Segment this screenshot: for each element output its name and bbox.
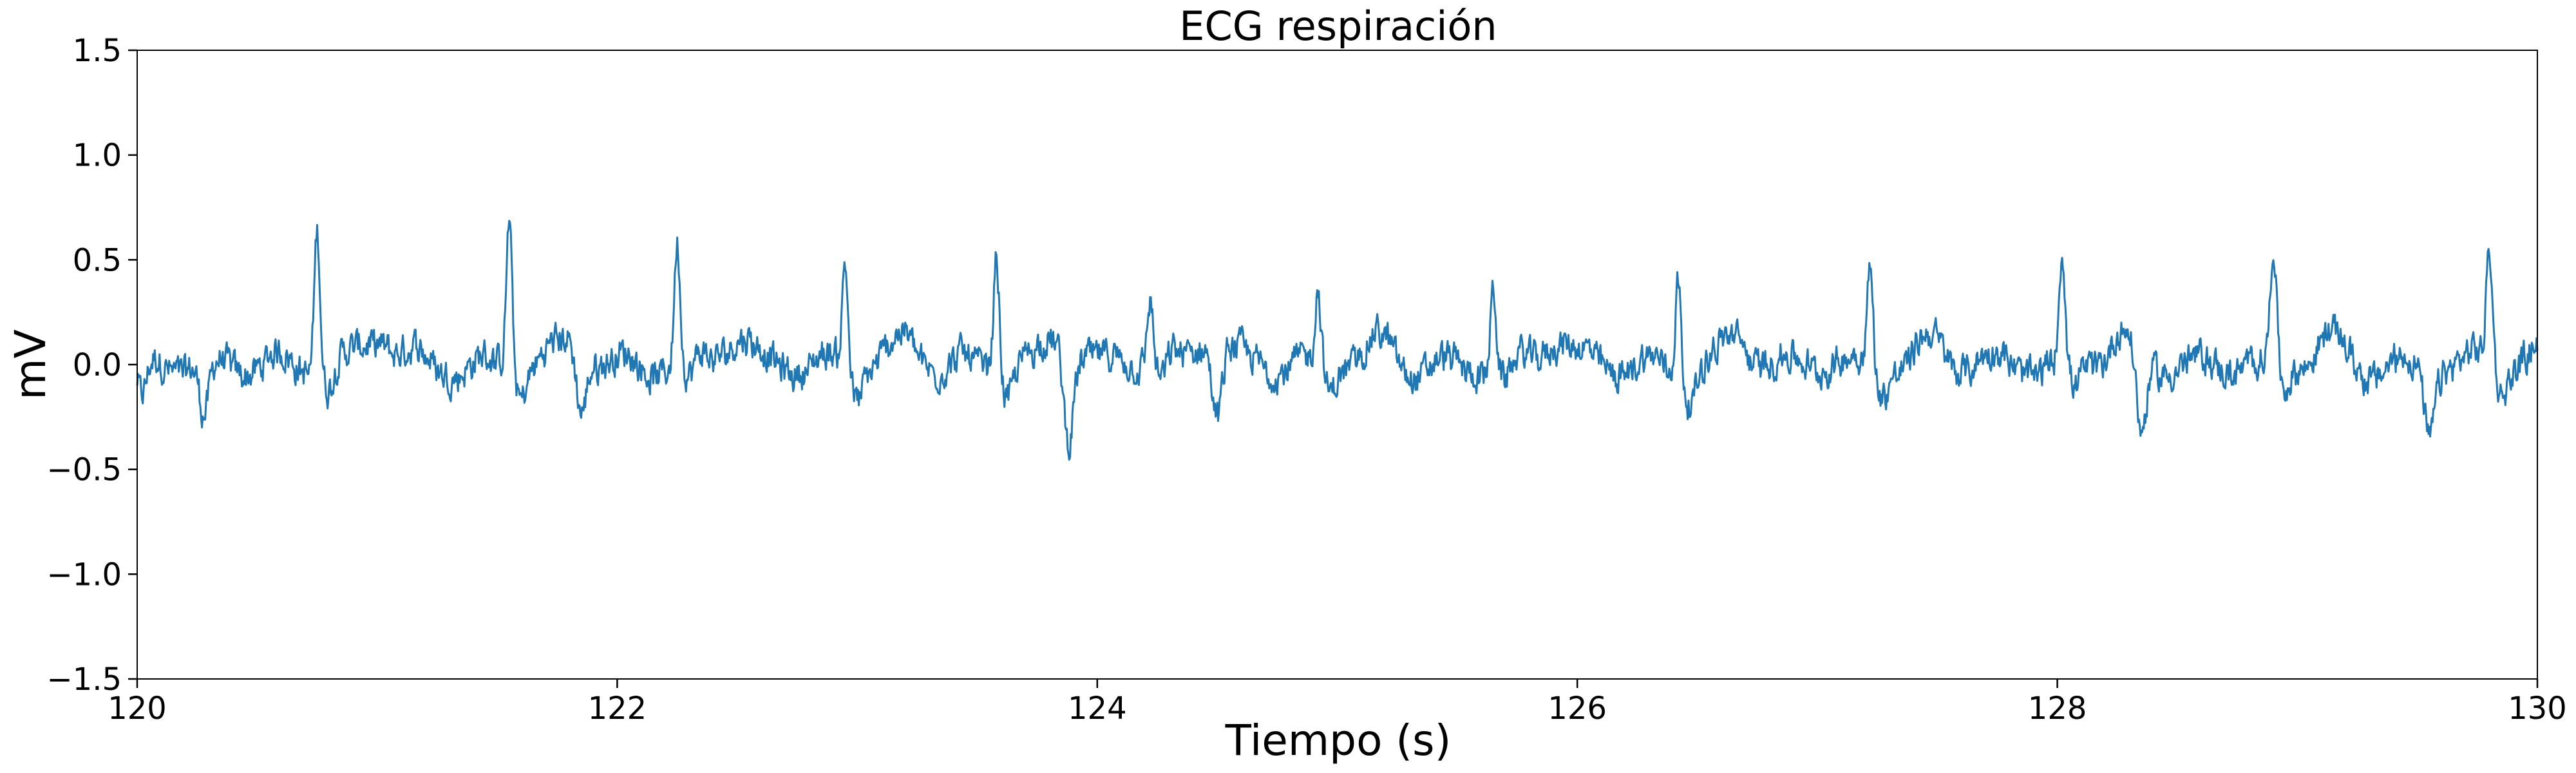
x-tick-label: 128 bbox=[2028, 691, 2087, 727]
x-tick-label: 122 bbox=[588, 691, 647, 727]
x-tick-label: 130 bbox=[2508, 691, 2567, 727]
y-axis-label: mV bbox=[6, 329, 55, 399]
series-layer bbox=[136, 220, 2539, 461]
y-tick-label: 0.5 bbox=[73, 242, 122, 278]
x-tick-label: 126 bbox=[1548, 691, 1607, 727]
y-tick-label: −0.5 bbox=[46, 452, 122, 488]
x-axis: 120 122 124 126 128 130 bbox=[108, 679, 2567, 727]
y-tick-label: −1.0 bbox=[46, 557, 122, 593]
x-tick-label: 124 bbox=[1068, 691, 1127, 727]
y-tick-label: 1.5 bbox=[73, 33, 122, 69]
x-tick-label: 120 bbox=[108, 691, 167, 727]
plot-frame bbox=[137, 50, 2538, 680]
x-axis-label: Tiempo (s) bbox=[1225, 716, 1452, 765]
y-tick-label: 0.0 bbox=[73, 347, 122, 383]
chart-title: ECG respiración bbox=[1179, 3, 1497, 50]
ecg-series-line bbox=[136, 220, 2539, 461]
y-tick-label: 1.0 bbox=[73, 138, 122, 174]
y-axis: −1.5 −1.0 −0.5 0.0 0.5 1.0 1.5 bbox=[46, 33, 137, 698]
y-tick-label: −1.5 bbox=[46, 662, 122, 698]
